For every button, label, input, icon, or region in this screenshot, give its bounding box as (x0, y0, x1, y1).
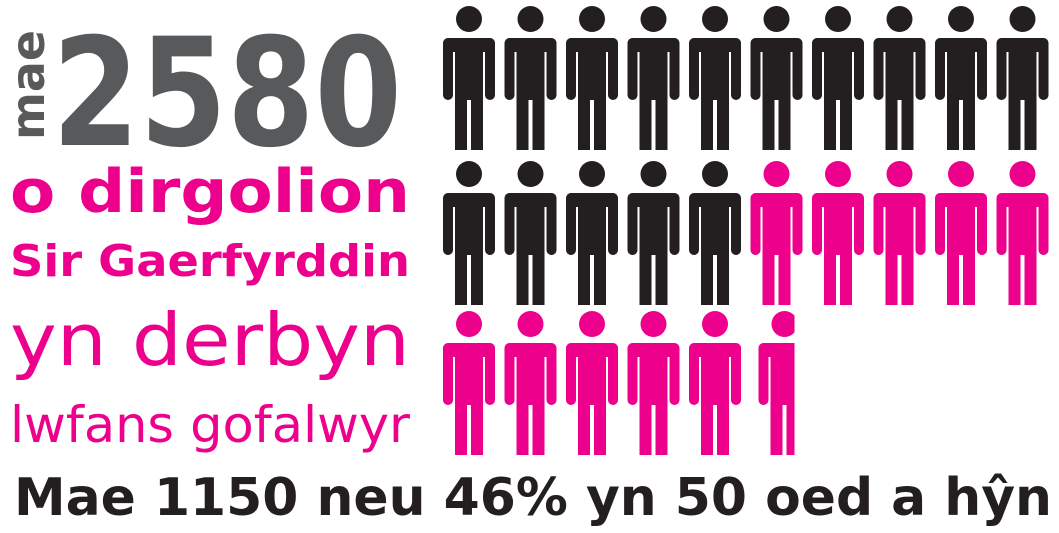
pictogram (443, 6, 1049, 455)
person-icon (689, 311, 741, 455)
person-icon (935, 161, 987, 305)
person-icon (443, 311, 495, 455)
rotated-label: mae (1, 30, 55, 140)
person-icon (566, 161, 618, 305)
line: yn derbyn (10, 298, 410, 382)
person-icon (751, 6, 803, 150)
person-icon (935, 6, 987, 150)
person-icon (628, 6, 680, 150)
person-icon (505, 6, 557, 150)
person-icon (759, 311, 811, 455)
headline-number: 2580 (52, 7, 402, 181)
person-icon (812, 6, 864, 150)
person-icon (874, 6, 926, 150)
person-icon (812, 161, 864, 305)
person-icon (443, 161, 495, 305)
person-icon (689, 6, 741, 150)
line: lwfans gofalwyr (10, 396, 410, 454)
person-icon (628, 311, 680, 455)
person-icon (997, 161, 1049, 305)
person-icon (628, 161, 680, 305)
person-icon (505, 311, 557, 455)
footer: Mae 1150 neu 46% yn 50 oed a hŷn (14, 468, 1052, 528)
person-icon (874, 161, 926, 305)
person-icon (443, 6, 495, 150)
line: Sir Gaerfyrddin (10, 236, 410, 287)
person-icon (997, 6, 1049, 150)
person-icon (751, 161, 803, 305)
partial-icon (759, 311, 811, 455)
person-icon (689, 161, 741, 305)
line: o dirgolion (10, 157, 410, 227)
person-icon (566, 311, 618, 455)
person-icon (505, 161, 557, 305)
person-icon (566, 6, 618, 150)
